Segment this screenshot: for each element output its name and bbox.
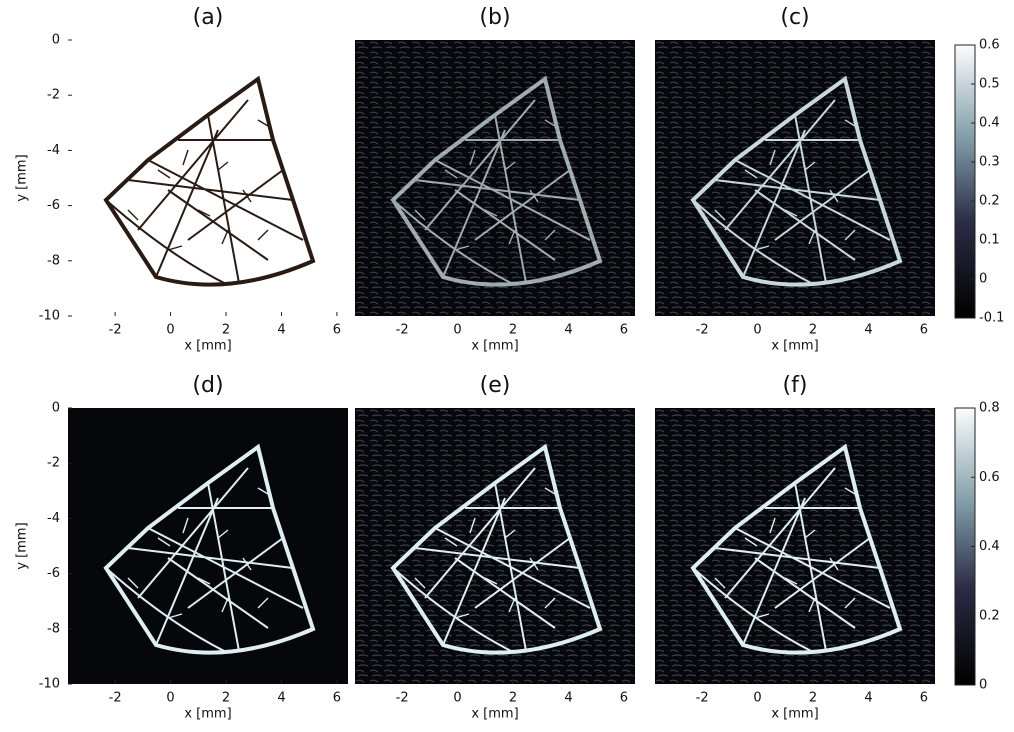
panel-label: (d) [192,373,223,398]
y-tick-label: -6 [47,198,60,213]
colorbar-tick-label: 0 [979,678,987,693]
x-tick-label: 2 [809,691,817,706]
x-tick-label: 6 [333,691,341,706]
y-tick-label: 0 [52,401,60,416]
leaf-drawing [106,79,313,285]
x-tick-label: -2 [696,691,709,706]
x-axis-label: x [mm] [771,707,818,722]
x-tick-label: 0 [453,691,461,706]
x-axis-label: x [mm] [471,707,518,722]
x-tick-label: 0 [166,691,174,706]
colorbar-tick-label: 0.4 [979,116,1000,131]
x-tick-label: -2 [396,691,409,706]
colorbar-tick-label: 0.2 [979,194,1000,209]
colorbar [955,45,975,318]
y-tick-label: -2 [47,456,60,471]
x-tick-label: 2 [509,323,517,338]
y-tick-label: -10 [39,677,60,692]
x-tick-label: -2 [396,323,409,338]
x-tick-label: 2 [509,691,517,706]
colorbar-tick-label: 0.6 [979,38,1000,53]
x-tick-label: 0 [166,323,174,338]
colorbar-tick-label: 0.3 [979,155,1000,170]
colorbar-tick-label: 0.1 [979,233,1000,248]
panel-image [68,408,348,684]
x-tick-label: 6 [920,323,928,338]
y-axis-label: y [mm] [15,522,30,569]
x-tick-label: 2 [809,323,817,338]
colorbar-tick-label: 0.5 [979,77,1000,92]
panel-label: (f) [783,373,808,398]
y-tick-label: -4 [47,511,60,526]
colorbar-tick-label: -0.1 [979,311,1004,326]
x-axis-label: x [mm] [771,339,818,354]
x-tick-label: 6 [620,323,628,338]
figure: (a) -2 0 2 4 6 x [mm] 0 -2 -4 -6 -8 -10 y [mm] (b) -2 0 2… [0,0,1014,728]
x-tick-label: 4 [277,323,285,338]
panel-label: (e) [480,373,511,398]
x-tick-label: 2 [222,323,230,338]
x-axis-label: x [mm] [471,339,518,354]
x-tick-label: 4 [564,691,572,706]
panel-label: (c) [780,5,809,30]
y-tick-label: -8 [47,253,60,268]
panel-image [106,79,313,285]
x-tick-label: 2 [222,691,230,706]
y-tick-label: -6 [47,566,60,581]
x-axis-label: x [mm] [184,339,231,354]
y-tick-label: -8 [47,621,60,636]
x-tick-label: -2 [109,323,122,338]
panel-image [655,408,935,684]
y-axis-label: y [mm] [15,154,30,201]
x-tick-label: 0 [753,691,761,706]
panel-label: (a) [193,5,224,30]
x-tick-label: 4 [864,323,872,338]
colorbar-tick-label: 0 [979,272,987,287]
x-axis-label: x [mm] [184,707,231,722]
colorbar-tick-label: 0.2 [979,608,1000,623]
x-tick-label: 0 [753,323,761,338]
x-tick-label: 6 [620,691,628,706]
x-tick-label: 4 [864,691,872,706]
x-tick-label: 4 [277,691,285,706]
x-tick-label: 0 [453,323,461,338]
x-tick-label: 4 [564,323,572,338]
x-tick-label: 6 [333,323,341,338]
panel-image [655,40,935,316]
y-tick-label: -2 [47,88,60,103]
panel-image [355,408,635,684]
x-tick-label: 6 [920,691,928,706]
colorbar-tick-label: 0.8 [979,401,1000,416]
y-tick-label: -4 [47,143,60,158]
x-tick-label: -2 [109,691,122,706]
panel-label: (b) [479,5,510,30]
y-tick-label: 0 [52,33,60,48]
colorbar-tick-label: 0.4 [979,539,1000,554]
panel-image [355,40,635,316]
colorbar-tick-label: 0.6 [979,470,1000,485]
x-tick-label: -2 [696,323,709,338]
y-tick-label: -10 [39,309,60,324]
